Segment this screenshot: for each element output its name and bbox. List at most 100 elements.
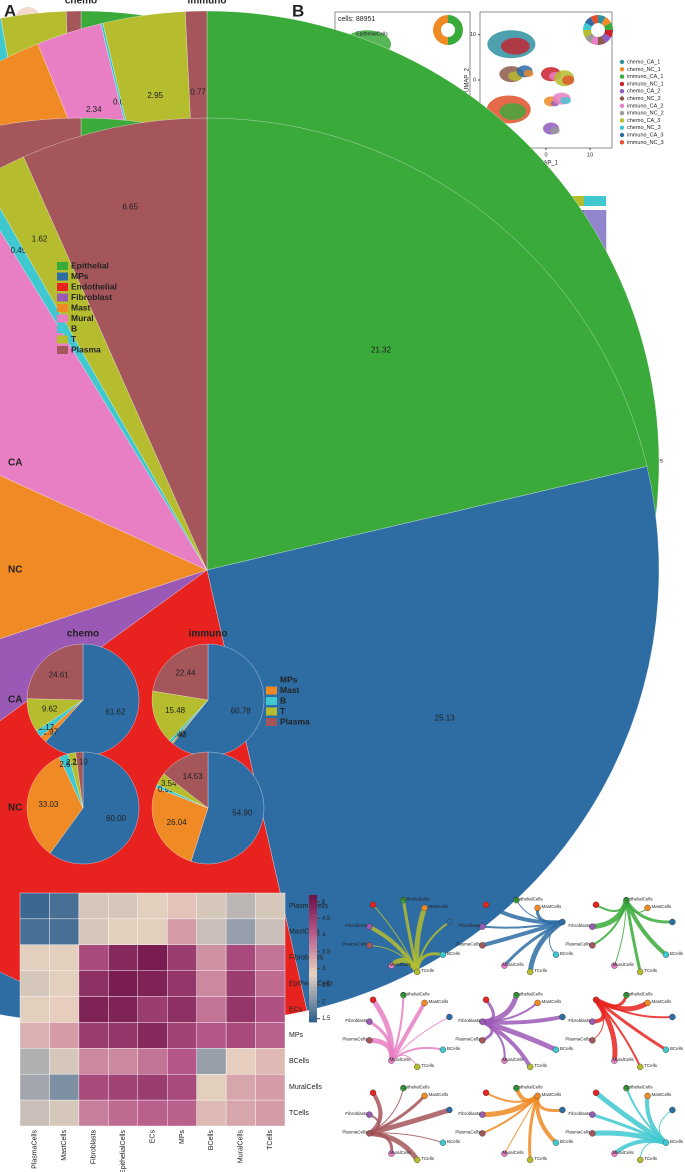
heatmap-cell: [137, 1099, 168, 1127]
pie-value-label: 26.04: [167, 818, 188, 827]
heatmap-cell: [19, 970, 50, 997]
heatmap-cell: [108, 1048, 138, 1075]
cell-node: [369, 996, 377, 1003]
column-label: immuno: [188, 0, 227, 7]
cell-node: [592, 1089, 600, 1097]
row-label: BCells: [289, 1058, 310, 1065]
heatmap-cell: [108, 892, 138, 920]
node-label: MastCells: [542, 904, 563, 909]
column-label: chemo: [67, 629, 99, 640]
cell-node: [414, 1156, 421, 1164]
cell-node: [637, 1156, 644, 1164]
heatmap-cell: [255, 1099, 286, 1127]
legend-label: B: [280, 695, 286, 705]
heatmap-cell: [255, 1048, 286, 1075]
node-label: MuralCells: [502, 1057, 524, 1062]
cell-node: [501, 1057, 508, 1064]
colorbar-step: [309, 980, 317, 985]
heatmap-cell: [225, 1074, 256, 1101]
heatmap-cell: [137, 918, 168, 945]
cluster-blob: [560, 97, 571, 105]
node-label: Fibroblasts: [458, 923, 481, 928]
heatmap-cell: [255, 944, 286, 971]
node-label: TCells: [421, 1063, 435, 1068]
node-label: Fibroblasts: [568, 1018, 591, 1023]
legend-dot: [619, 118, 625, 123]
heatmap-cell: [225, 1099, 256, 1127]
legend-label: MPs: [280, 674, 298, 684]
legend-dot: [619, 74, 625, 79]
heatmap-cell: [225, 970, 256, 997]
cell-node: [662, 1046, 670, 1053]
node-label: MastCells: [652, 999, 673, 1004]
donut-segment: [585, 17, 595, 27]
interaction-edge: [528, 1094, 540, 1162]
column-label: MPs: [179, 1130, 186, 1145]
colorbar-step: [309, 1015, 317, 1020]
cell-node: [366, 1018, 373, 1025]
heatmap-cell: [108, 1074, 138, 1101]
x-axis-label: UMAP_1: [534, 161, 559, 167]
pie-value-label: 2.34: [86, 105, 102, 114]
node-label: TCells: [421, 968, 435, 973]
legend-dot: [619, 125, 625, 130]
legend-label: Plasma: [71, 344, 101, 354]
heatmap-cell: [49, 1099, 80, 1127]
node-label: MastCells: [429, 904, 450, 909]
cell-node: [400, 1084, 407, 1092]
pie-slice: [152, 643, 209, 701]
pie-value-label: 21.32: [371, 345, 392, 354]
node-label: TCells: [644, 1063, 658, 1068]
pie-value-label: 2.18: [66, 758, 82, 767]
cell-node: [589, 1130, 596, 1137]
legend-swatch: [266, 676, 277, 684]
heatmap-cell: [78, 1099, 109, 1127]
heatmap-cell: [78, 918, 109, 945]
node-label: TCells: [534, 1063, 548, 1068]
colorbar-step: [309, 933, 317, 937]
node-label: EpithelialCells: [401, 1084, 430, 1089]
node-label: BCells: [560, 1139, 574, 1144]
donut-segment: [601, 17, 611, 27]
legend-swatch: [266, 707, 277, 716]
interaction-edge: [527, 919, 565, 975]
interaction-edge: [595, 998, 674, 1019]
colorbar-step: [309, 917, 317, 921]
heatmap-cell: [225, 1048, 256, 1075]
column-label: ECs: [149, 1130, 156, 1144]
row-label: Fibroblasts: [289, 955, 324, 962]
heatmap-cell: [108, 970, 138, 997]
legend-swatch: [57, 304, 68, 312]
interaction-edge: [595, 998, 642, 1068]
legend-swatch: [57, 314, 68, 323]
pie-value-label: 24.61: [49, 670, 70, 679]
node-label: PlasmaCells: [565, 942, 591, 947]
node-label: Fibroblasts: [345, 1018, 368, 1023]
colorbar-step: [309, 952, 317, 956]
cell-node: [589, 923, 596, 930]
pie-value-label: 0.90: [170, 729, 186, 738]
node-label: BCells: [670, 1046, 684, 1051]
heatmap-cell: [137, 970, 168, 997]
row-label: TCells: [289, 1110, 309, 1117]
interaction-edge: [591, 899, 628, 947]
colorbar-step: [309, 914, 317, 918]
pie-slice: [190, 751, 265, 865]
heatmap-cell: [137, 892, 168, 920]
interaction-edge: [481, 1094, 539, 1135]
node-label: MastCells: [429, 1092, 450, 1097]
pie-value-label: 60.78: [231, 707, 252, 716]
pie-value-label: 25.13: [435, 714, 456, 723]
heatmap-cell: [49, 970, 80, 997]
legend-swatch: [57, 262, 68, 270]
node-label: EpithelialCells: [401, 991, 430, 996]
cell-node: [534, 999, 541, 1007]
interaction-edge: [366, 1107, 452, 1136]
cell-node: [482, 996, 490, 1003]
donut-segment: [590, 36, 598, 45]
row-label: MPs: [289, 1032, 304, 1039]
cluster-blob: [562, 75, 575, 85]
legend-swatch: [57, 335, 68, 344]
cell-node: [366, 1130, 373, 1137]
heatmap-cell: [78, 970, 109, 997]
